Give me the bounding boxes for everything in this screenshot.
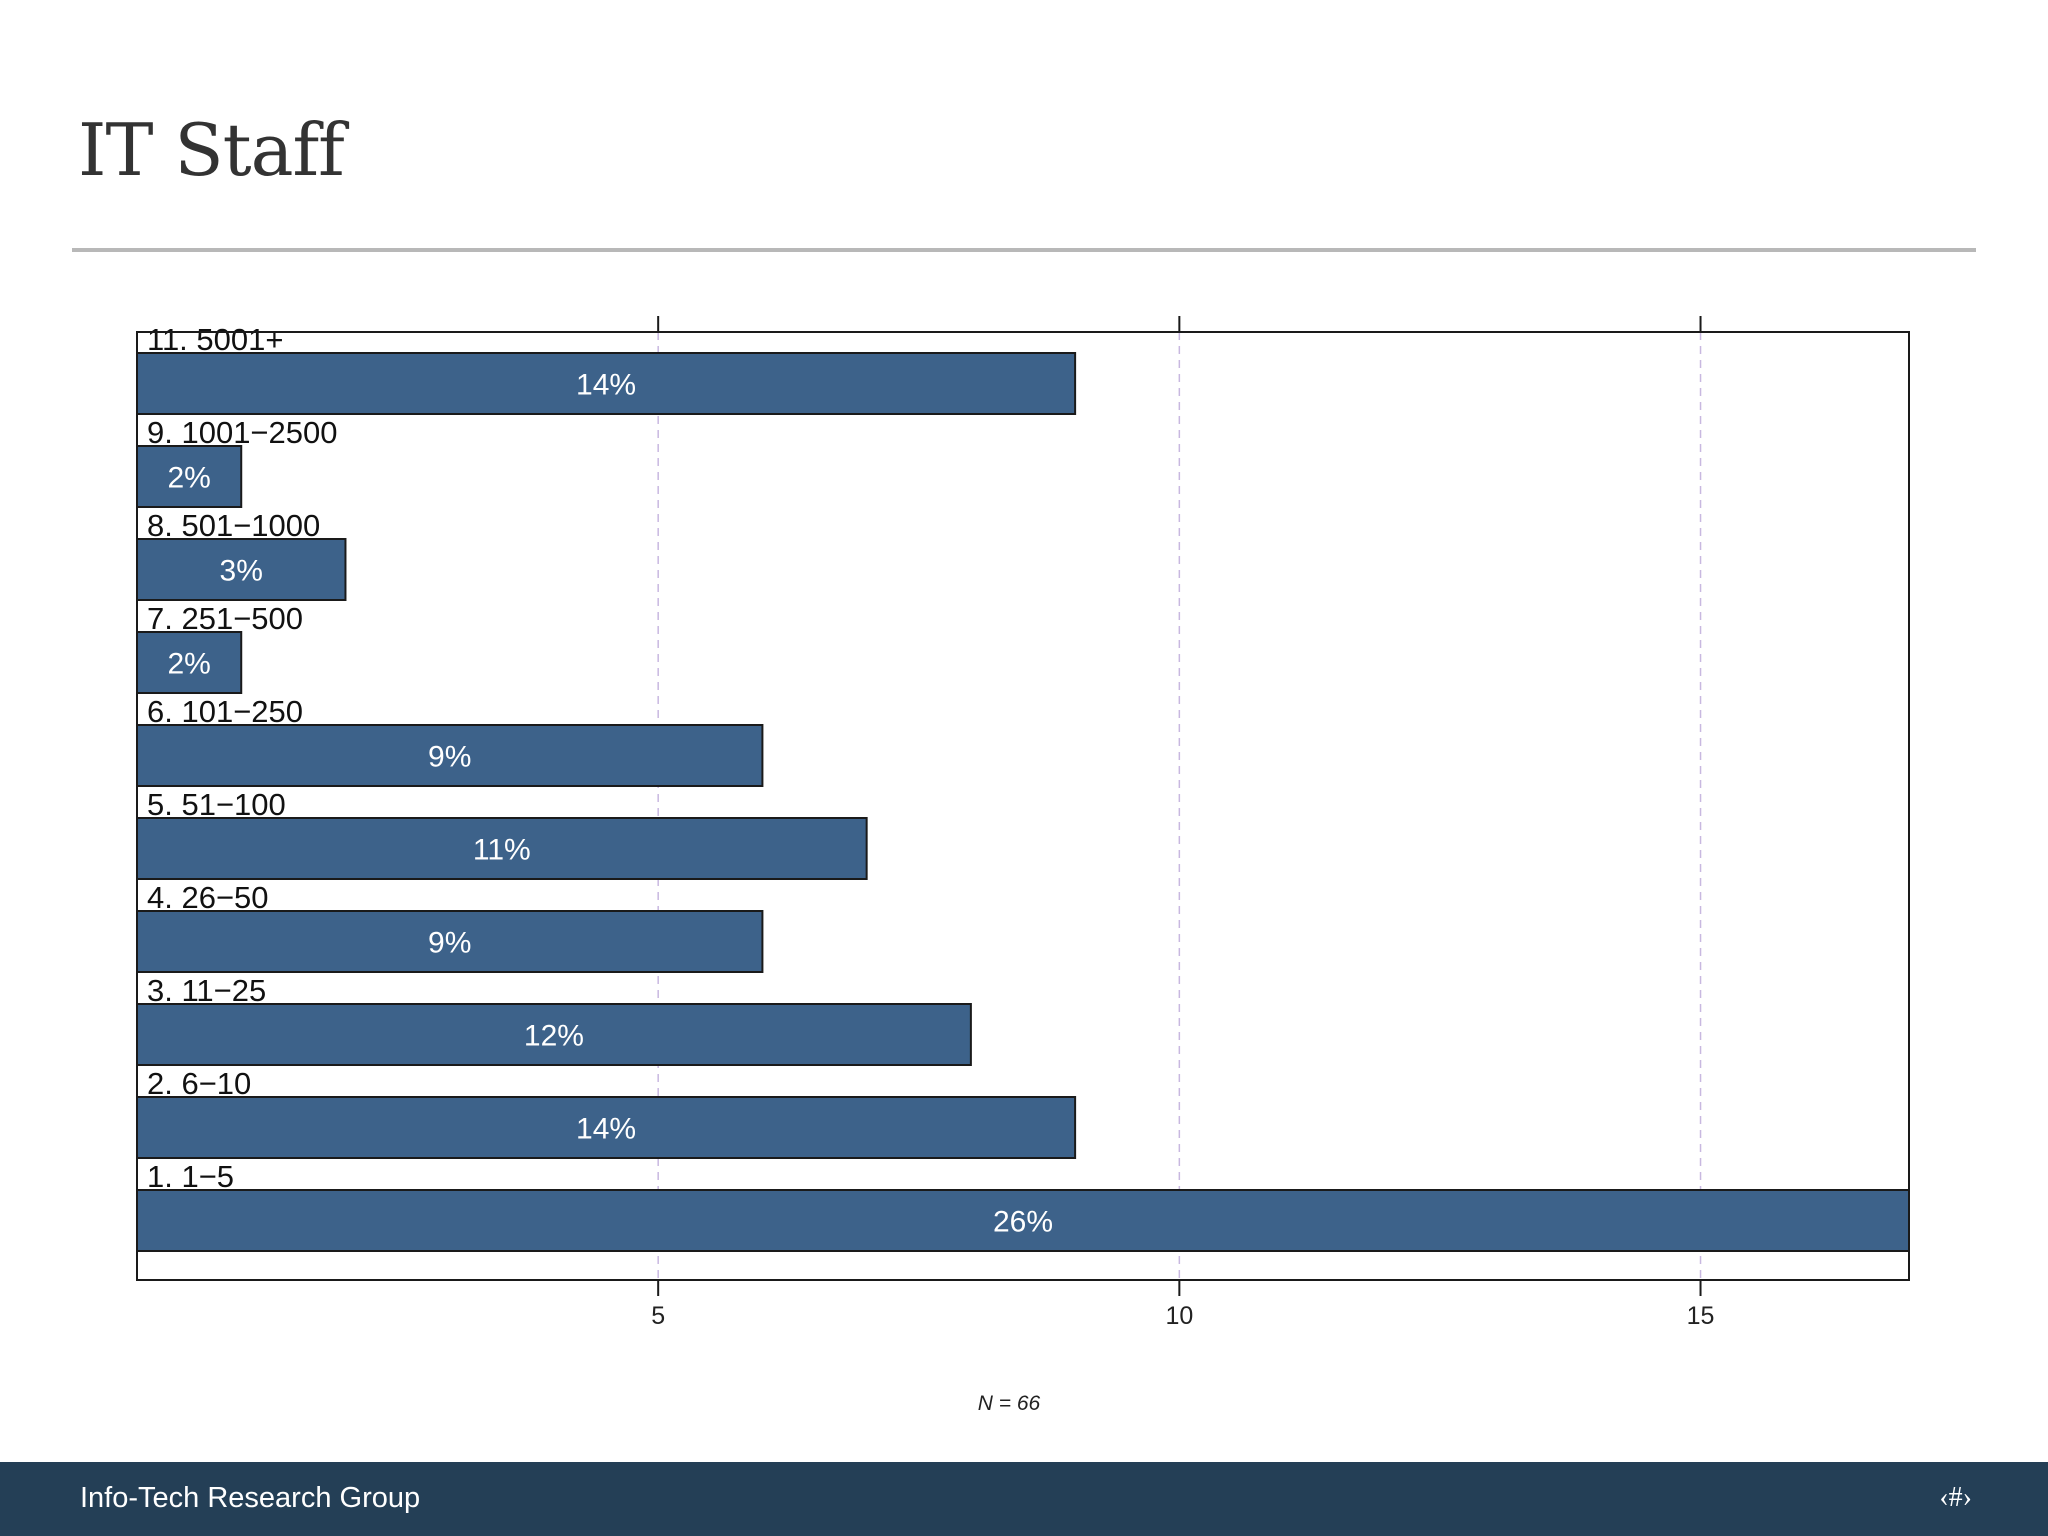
page-number: ‹#›: [1939, 1482, 1972, 1513]
sample-size-note: N = 66: [978, 1392, 1041, 1415]
footer-brand: Info-Tech Research Group: [80, 1482, 421, 1514]
category-label: 3. 11−25: [147, 973, 266, 1008]
x-tick-label: 5: [651, 1302, 665, 1330]
bar-value-label: 9%: [428, 741, 471, 774]
bars: [136, 352, 1910, 1252]
bar-labels: 11. 5001+ 14% 9. 1001−2500 2% 8. 501−1000 3% 7…: [147, 322, 1053, 1239]
bar: [136, 352, 1077, 415]
bar-value-label: 3%: [220, 555, 263, 588]
bar-value-label: 14%: [576, 1113, 636, 1146]
bar: [136, 538, 347, 601]
category-label: 4. 26−50: [147, 880, 269, 915]
bar-chart: 11. 5001+ 14% 9. 1001−2500 2% 8. 501−1000 3% 7…: [136, 316, 1910, 1415]
category-label: 9. 1001−2500: [147, 415, 338, 450]
footer-bar: Info-Tech Research Group ‹#›: [0, 1462, 2048, 1536]
category-label: 8. 501−1000: [147, 508, 320, 543]
category-label: 11. 5001+: [147, 322, 283, 357]
bar: [136, 445, 243, 508]
category-label: 7. 251−500: [147, 601, 303, 636]
category-label: 2. 6−10: [147, 1066, 251, 1101]
axis-ticks: 5 10 15: [651, 316, 1714, 1330]
page-title: IT Staff: [78, 108, 345, 192]
x-tick-label: 15: [1687, 1302, 1715, 1330]
bar-value-label: 12%: [524, 1020, 584, 1053]
bar-value-label: 14%: [576, 369, 636, 402]
category-label: 1. 1−5: [147, 1159, 234, 1194]
bar: [136, 910, 764, 973]
bar-value-label: 9%: [428, 927, 471, 960]
category-label: 6. 101−250: [147, 694, 303, 729]
bar-value-label: 26%: [993, 1206, 1053, 1239]
x-tick-label: 10: [1165, 1302, 1193, 1330]
bar-value-label: 2%: [167, 462, 210, 495]
bar: [136, 1189, 1910, 1252]
bar: [136, 724, 764, 787]
title-divider: [72, 248, 1976, 252]
bar-value-label: 2%: [167, 648, 210, 681]
bar-value-label: 11%: [473, 834, 531, 867]
category-label: 5. 51−100: [147, 787, 286, 822]
plot-frame: [136, 331, 1910, 1281]
bar: [136, 1096, 1077, 1159]
